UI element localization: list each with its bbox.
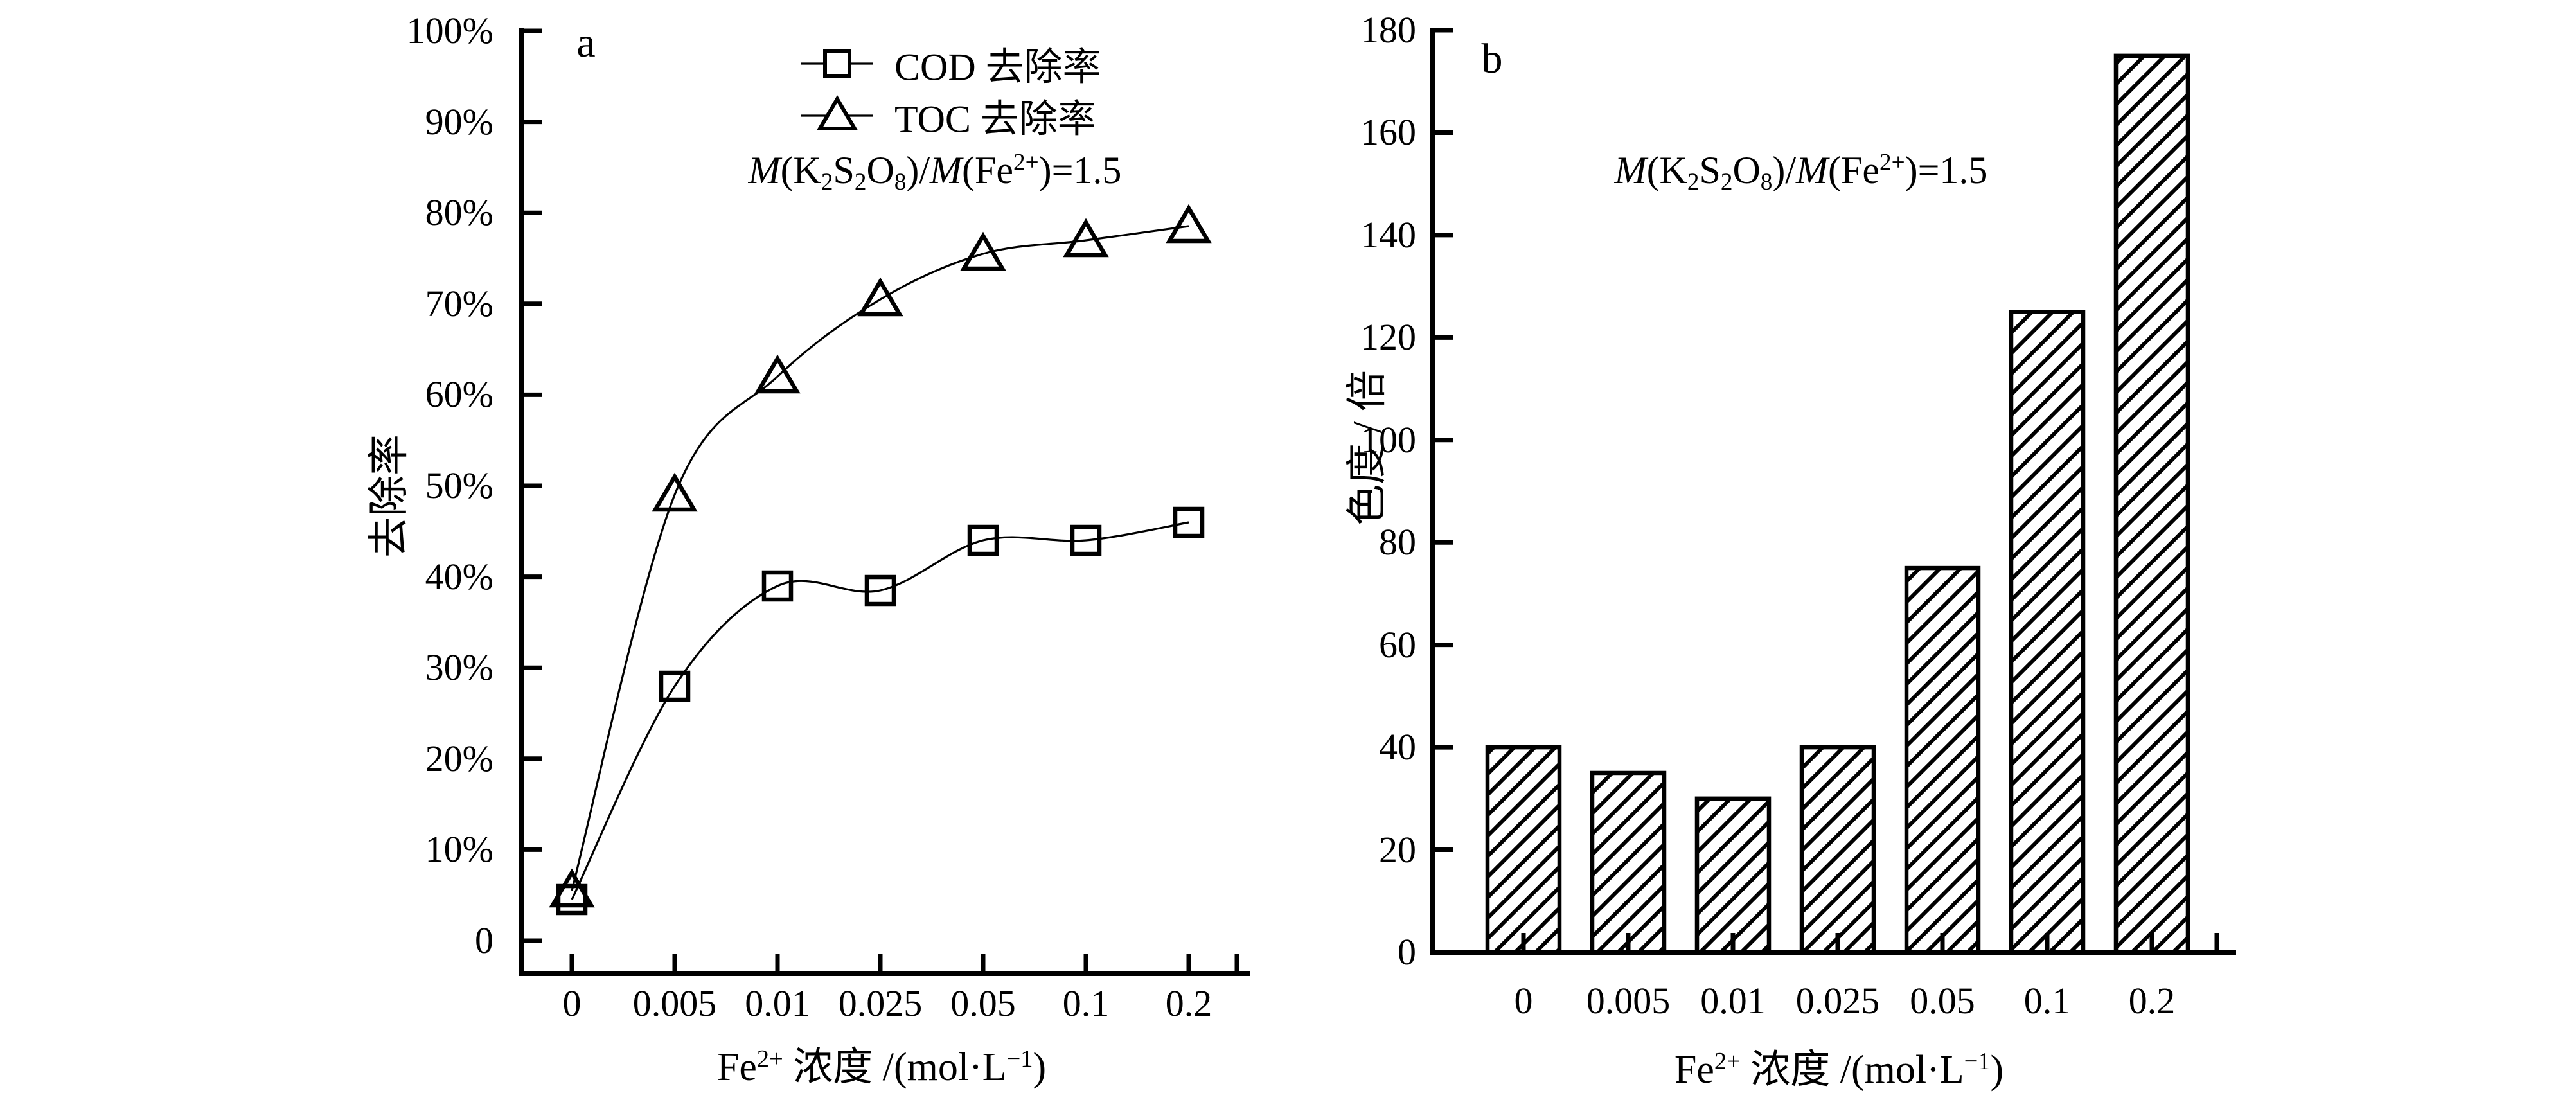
chart-a-y-tick-label: 20% [425,737,493,779]
chart-b-bar [2009,310,2086,955]
cod-series-curve [571,521,1189,900]
toc-series-marker [960,231,1006,271]
toc-series-marker [857,277,903,317]
chart-a-y-tick-label: 30% [425,646,493,689]
legend-square-marker-icon [823,49,851,78]
chart-a-x-tick-label: 0.2 [1165,982,1212,1024]
chart-b-bar [1904,565,1981,955]
chart-b-x-tick-label: 0.025 [1795,980,1880,1022]
legend-triangle-marker-icon [816,95,858,130]
toc-series-marker [652,472,698,512]
panel-a-label: a [576,19,596,66]
chart-a-y-tick-label: 90% [425,100,493,143]
cod-series-marker [761,570,794,602]
chart-a-y-tick-label: 70% [425,282,493,324]
chart-b-y-tick-label: 0 [1398,931,1416,973]
chart-b-y-tick-label: 120 [1360,316,1416,359]
chart-b-y-tick-label: 140 [1360,213,1416,256]
chart-b-x-axis-title: Fe2+ 浓度 /(mol·L−1) [1674,1047,2004,1092]
chart-b-bar [1694,796,1772,955]
legend-label-cod: COD 去除率 [894,46,1101,89]
toc-series-marker [549,868,595,908]
legend-label-toc: TOC 去除率 [894,98,1096,141]
chart-b-x-tick-label: 0 [1514,980,1533,1022]
chart-a-y-tick-label: 40% [425,555,493,598]
chart-a-y-tick-label: 10% [425,828,493,871]
panel-b-label: b [1481,35,1503,82]
toc-series-curve [571,225,1189,891]
chart-a-y-tick-label: 100% [406,10,493,51]
chart-a-x-tick-label: 0.005 [632,982,717,1024]
chart-b-y-tick-label: 80 [1379,521,1416,563]
toc-series-marker [1166,204,1212,244]
chart-b-y-tick-label: 20 [1379,828,1416,871]
chart-a-y-tick-label: 60% [425,373,493,416]
toc-series-marker [754,354,801,394]
chart-b-y-tick-label: 40 [1379,726,1416,768]
chart-a-y-tick-label: 80% [425,191,493,234]
chart-b-bar [1590,770,1667,955]
chart-b-x-tick-label: 0.2 [2128,980,2176,1022]
chart-a-x-tick-label: 0.01 [745,982,810,1024]
cod-series-marker [1070,524,1102,556]
chart-b-annotation: M(K2S2O8)/M(Fe2+)=1.5 [1614,148,1988,196]
chart-a-x-tick-label: 0.05 [950,982,1016,1024]
chart-b-x-tick-label: 0.005 [1586,980,1671,1022]
chart-b-bar [1799,745,1876,955]
chart-b-bar [2113,53,2190,955]
cod-series-marker [864,574,896,607]
chart-b-y-tick-label: 180 [1360,9,1416,51]
chart-a-annotation: M(K2S2O8)/M(Fe2+)=1.5 [748,148,1122,196]
chart-a-x-tick-label: 0.1 [1062,982,1110,1024]
chart-a-y-tick-label: 50% [425,465,493,506]
chart-a-x-axis-title: Fe2+ 浓度 /(mol·L−1) [716,1045,1047,1089]
chart-b-x-tick-label: 0.1 [2023,980,2071,1022]
cod-series-marker [659,670,691,702]
chart-b-y-tick-label: 60 [1379,623,1416,666]
cod-series-marker [967,524,999,556]
chart-b-x-tick-label: 0.01 [1700,980,1766,1022]
chart-b-bar [1485,745,1562,955]
chart-a-x-tick-label: 0.025 [838,982,923,1024]
cod-series-marker [1173,506,1205,538]
chart-b-y-tick-label: 100 [1360,418,1416,461]
chart-a-x-tick-label: 0 [562,982,582,1024]
chart-a-y-tick-label: 0 [475,919,493,961]
toc-series-marker [1063,218,1109,258]
chart-b-y-tick-label: 160 [1360,111,1416,154]
chart-b-x-tick-label: 0.05 [1910,980,1975,1022]
